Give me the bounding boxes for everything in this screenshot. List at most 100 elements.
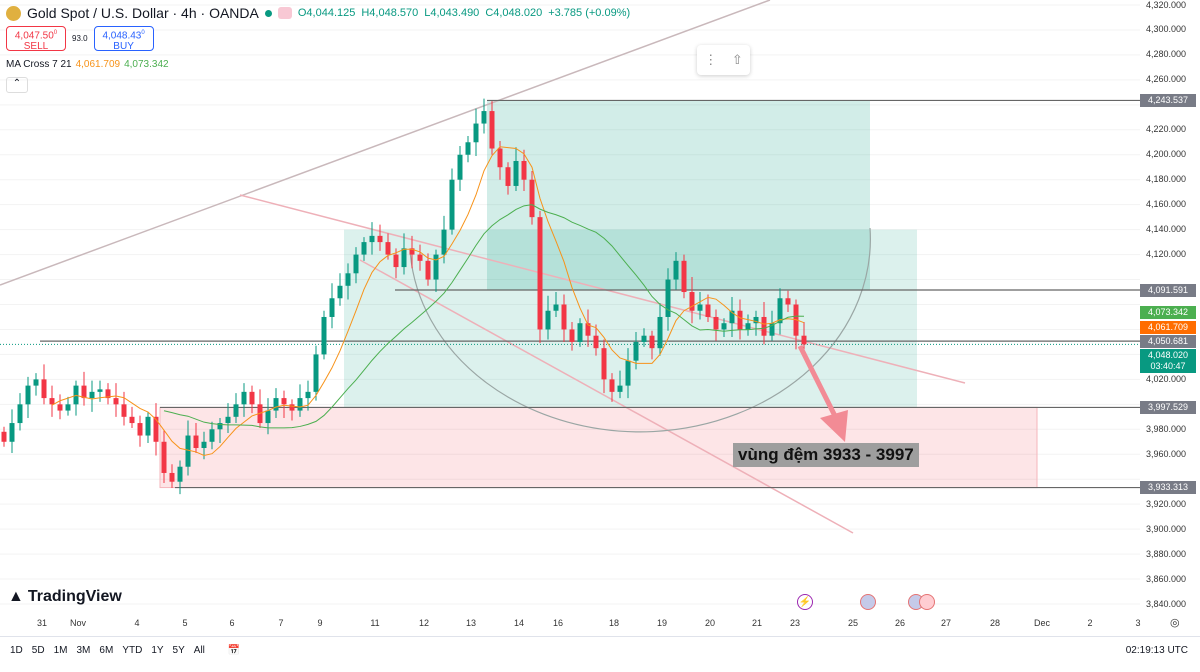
candle-body [697,304,703,311]
price-tick: 4,280.000 [1146,49,1187,60]
price-axis[interactable]: 4,243.537 4,091.591 4,073.342 4,061.709 4,05… [1140,0,1200,612]
candle-body [225,416,231,424]
projection-arrowhead[interactable] [820,410,848,442]
price-label-text: 4,048.020 [1147,349,1189,360]
candle-body [609,379,615,392]
time-tick: 12 [418,618,430,628]
candle-body [425,260,431,280]
price-tick: 3,980.000 [1146,423,1187,434]
ma-legend[interactable]: MA Cross 7 21 4,061.709 4,073.342 [6,59,169,70]
bottom-toolbar: 1D 5D 1M 3M 6M YTD 1Y 5Y All 📅 02:19:13 UTC [0,636,1200,664]
sell-label: SELL [23,41,49,53]
us-flag-event-icon[interactable] [860,594,876,610]
arc-pattern[interactable] [409,227,871,433]
candle-body [553,304,559,311]
candle-body [289,404,295,411]
candle-body [297,398,303,411]
range-button-1y[interactable]: 1Y [151,645,164,656]
candle-body [473,123,479,143]
clock[interactable]: 02:19:13 UTC [1125,645,1188,656]
buffer-zone-annotation[interactable]: vùng đệm 3933 - 3997 [733,443,919,467]
candle-body [281,398,287,405]
high-value: H4,048.570 [361,7,419,19]
flag-icon[interactable] [277,7,292,19]
range-button-ytd[interactable]: YTD [122,645,143,656]
buy-button[interactable]: 4,048.430 BUY [93,26,154,52]
candle-body [345,273,351,286]
range-button-all[interactable]: All [193,645,205,656]
time-tick: 26 [894,618,906,628]
floating-toolbar: ⋮ ⇧ [697,45,750,75]
price-tick: 4,200.000 [1146,149,1187,160]
sell-price: 4,047.50 [14,30,54,42]
price-label: 4,048.020 03:40:47 [1140,348,1196,373]
range-button-6m[interactable]: 6M [99,645,114,656]
collapse-legend-button[interactable]: ⌃ [6,77,28,93]
channel-top-line[interactable] [239,194,966,384]
price-tick: 4,020.000 [1146,373,1187,384]
close-value: C4,048.020 [485,7,543,19]
sell-sup: 0 [53,30,58,36]
candle-body [417,254,423,261]
time-tick: Dec [1033,618,1051,628]
price-label-text: 3,933.313 [1147,482,1189,493]
sell-button[interactable]: 4,047.500 SELL [6,26,66,53]
upload-icon[interactable]: ⇧ [731,52,743,67]
candle-body [57,404,63,411]
candle-body [97,389,103,392]
supply-zone[interactable] [487,100,870,291]
price-label-text: 4,050.681 [1147,335,1189,346]
range-button-3m[interactable]: 3M [76,645,91,656]
time-tick: 2 [1087,618,1093,628]
candle-body [193,435,199,449]
range-button-5d[interactable]: 5D [31,645,45,656]
time-tick: 3 [1135,618,1141,628]
price-tick: 3,840.000 [1146,598,1187,609]
candle-body [457,154,463,180]
candle-body [449,179,455,230]
candle-body [641,335,647,342]
tv-logo-icon: ▲ [8,588,24,605]
candle-body [337,285,343,299]
settings-icon[interactable]: ◎ [1170,617,1180,629]
candle-body [113,398,119,405]
time-tick: 13 [465,618,477,628]
lightning-event-icon[interactable]: ⚡ [797,594,813,610]
candle-body [513,160,519,186]
candle-body [353,254,359,274]
candle-body [233,404,239,417]
ma-line-7[interactable] [51,146,805,457]
us-flag-event-icon[interactable] [919,594,935,610]
candle-body [265,410,271,424]
range-button-5y[interactable]: 5Y [172,645,185,656]
candle-body [217,423,223,430]
price-tick: 4,260.000 [1146,74,1187,85]
upper-trendline[interactable] [0,0,771,286]
ma-line-21[interactable] [163,204,805,429]
candle-body [505,167,511,186]
range-button-1d[interactable]: 1D [10,645,23,656]
candle-body [209,429,215,442]
ma-name: MA Cross 7 21 [6,59,72,70]
candle-body [385,242,391,255]
gold-logo-icon [6,5,21,21]
price-tick: 4,180.000 [1146,174,1187,185]
projection-arrow[interactable] [797,344,839,420]
time-axis[interactable]: ◎ 31 Nov 4 5 6 7 9 11 12 13 14 16 18 19 20 21 23 25 26 27 28 D… [0,612,1200,634]
candle-body [329,298,335,317]
price-tick: 4,160.000 [1146,199,1187,210]
time-tick: 19 [656,618,668,628]
price-label: 3,997.529 [1140,400,1196,414]
symbol-title[interactable]: Gold Spot / U.S. Dollar · 4h · OANDA [27,5,259,21]
chart-canvas[interactable] [0,0,1140,612]
date-range-icon[interactable]: 📅 [227,645,241,656]
range-button-1m[interactable]: 1M [53,645,68,656]
candle-body [9,423,15,442]
candle-body [153,416,159,442]
price-label: 4,050.681 [1140,334,1196,348]
drag-handle-icon[interactable]: ⋮ [704,52,718,67]
candle-body [593,335,599,349]
candle-body [313,354,319,392]
tradingview-logo[interactable]: ▲ TradingView [8,588,122,606]
candle-body [489,111,495,149]
